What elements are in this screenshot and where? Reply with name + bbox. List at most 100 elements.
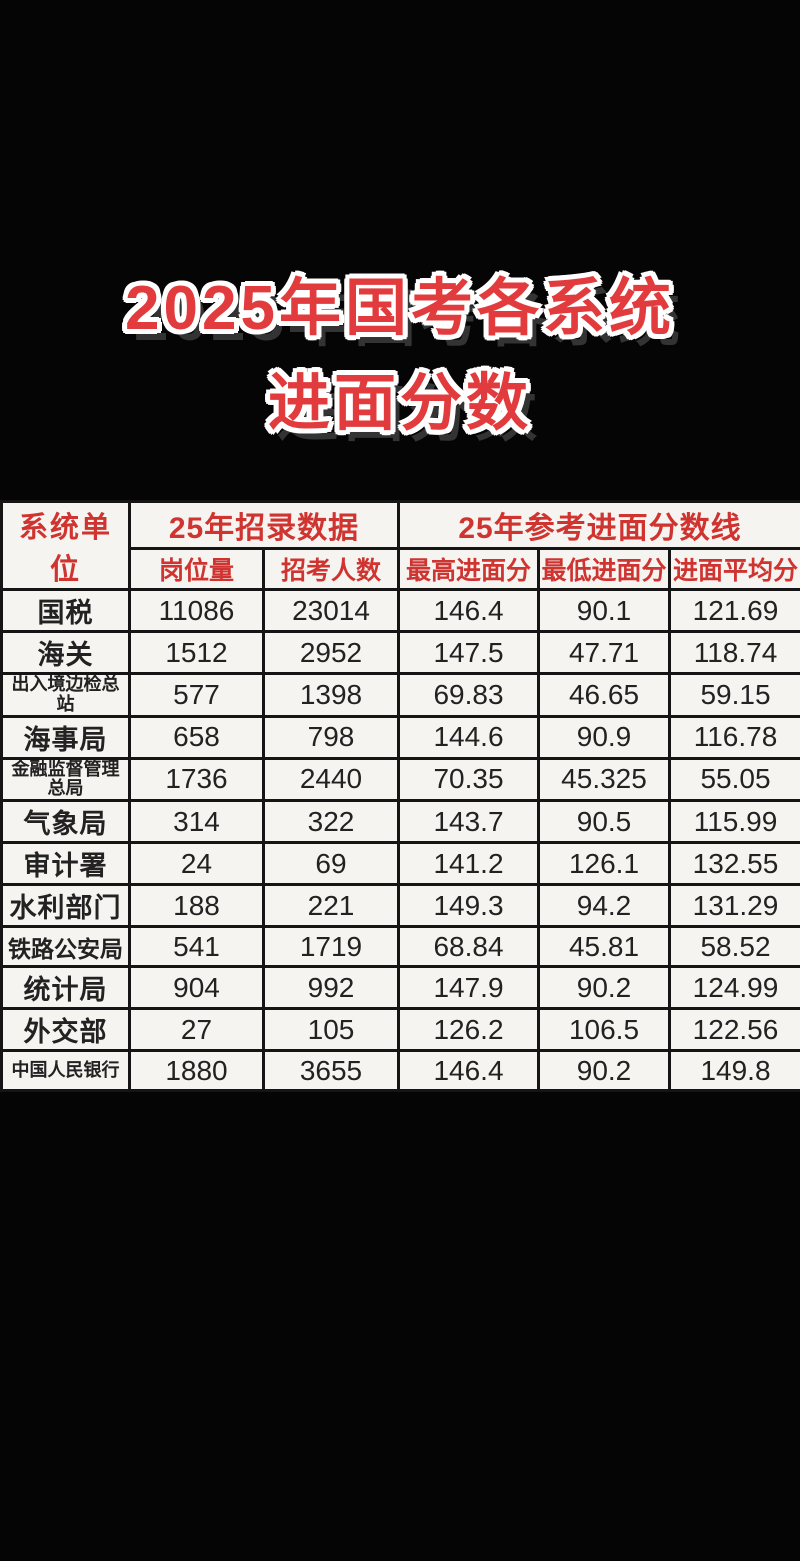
group-header-score-lines: 25年参考进面分数线 bbox=[397, 500, 800, 550]
value-cell: 149.8 bbox=[668, 1049, 800, 1093]
value-cell: 94.2 bbox=[537, 883, 671, 929]
table-row: 海关 1512 2952 147.5 47.71 118.74 bbox=[0, 630, 800, 675]
value-cell: 105 bbox=[262, 1007, 400, 1053]
sub-header-recruits: 招考人数 bbox=[262, 547, 400, 591]
value-cell: 90.5 bbox=[537, 799, 671, 845]
sub-header-min-score: 最低进面分 bbox=[537, 547, 671, 591]
unit-name-cell: 金融监督管理总局 bbox=[0, 756, 131, 803]
value-cell: 904 bbox=[128, 965, 265, 1011]
value-cell: 798 bbox=[262, 714, 400, 760]
value-cell: 1398 bbox=[262, 672, 400, 718]
value-cell: 221 bbox=[262, 883, 400, 929]
value-cell: 146.4 bbox=[397, 1049, 540, 1093]
value-cell: 1719 bbox=[262, 925, 400, 969]
table-row: 外交部 27 105 126.2 106.5 122.56 bbox=[0, 1007, 800, 1053]
value-cell: 149.3 bbox=[397, 883, 540, 929]
group-header-row: 系统单位 25年招录数据 25年参考进面分数线 bbox=[0, 500, 800, 591]
value-cell: 58.52 bbox=[668, 925, 800, 969]
poster-title: 2025年国考各系统 进面分数 bbox=[0, 278, 800, 435]
value-cell: 59.15 bbox=[668, 672, 800, 718]
value-cell: 1512 bbox=[128, 630, 265, 675]
sub-header-avg-score: 进面平均分 bbox=[668, 547, 800, 591]
value-cell: 147.5 bbox=[397, 630, 540, 675]
value-cell: 106.5 bbox=[537, 1007, 671, 1053]
value-cell: 70.35 bbox=[397, 756, 540, 803]
value-cell: 118.74 bbox=[668, 630, 800, 675]
value-cell: 90.9 bbox=[537, 714, 671, 760]
unit-name-cell: 外交部 bbox=[0, 1007, 131, 1053]
sub-header-max-score: 最高进面分 bbox=[397, 547, 540, 591]
value-cell: 47.71 bbox=[537, 630, 671, 675]
value-cell: 992 bbox=[262, 965, 400, 1011]
value-cell: 3655 bbox=[262, 1049, 400, 1093]
value-cell: 121.69 bbox=[668, 588, 800, 633]
table-row: 出入境边检总站 577 1398 69.83 46.65 59.15 bbox=[0, 672, 800, 718]
sub-header-row: 岗位量 招考人数 最高进面分 最低进面分 进面平均分 bbox=[2, 547, 800, 591]
table-row: 气象局 314 322 143.7 90.5 115.99 bbox=[0, 799, 800, 845]
value-cell: 541 bbox=[128, 925, 265, 969]
poster-title-line1: 2025年国考各系统 bbox=[125, 274, 675, 343]
value-cell: 122.56 bbox=[668, 1007, 800, 1053]
value-cell: 45.325 bbox=[537, 756, 671, 803]
value-cell: 143.7 bbox=[397, 799, 540, 845]
sub-header-positions: 岗位量 bbox=[128, 547, 265, 591]
value-cell: 188 bbox=[128, 883, 265, 929]
value-cell: 116.78 bbox=[668, 714, 800, 760]
value-cell: 46.65 bbox=[537, 672, 671, 718]
value-cell: 11086 bbox=[128, 588, 265, 633]
value-cell: 314 bbox=[128, 799, 265, 845]
value-cell: 146.4 bbox=[397, 588, 540, 633]
table-row: 水利部门 188 221 149.3 94.2 131.29 bbox=[0, 883, 800, 929]
value-cell: 126.1 bbox=[537, 841, 671, 887]
table-header: 系统单位 25年招录数据 25年参考进面分数线 岗位量 招考人数 最高进面分 最… bbox=[0, 500, 800, 591]
value-cell: 658 bbox=[128, 714, 265, 760]
unit-name-cell: 气象局 bbox=[0, 799, 131, 845]
value-cell: 131.29 bbox=[668, 883, 800, 929]
value-cell: 126.2 bbox=[397, 1007, 540, 1053]
table-row: 铁路公安局 541 1719 68.84 45.81 58.52 bbox=[0, 925, 800, 969]
value-cell: 24 bbox=[128, 841, 265, 887]
table-row: 海事局 658 798 144.6 90.9 116.78 bbox=[0, 714, 800, 760]
value-cell: 2952 bbox=[262, 630, 400, 675]
table-row: 审计署 24 69 141.2 126.1 132.55 bbox=[0, 841, 800, 887]
unit-name-cell: 审计署 bbox=[0, 841, 131, 887]
table-row: 统计局 904 992 147.9 90.2 124.99 bbox=[0, 965, 800, 1011]
corner-header-cell: 系统单位 bbox=[0, 500, 131, 591]
value-cell: 1736 bbox=[128, 756, 265, 803]
value-cell: 1880 bbox=[128, 1049, 265, 1093]
score-table: 系统单位 25年招录数据 25年参考进面分数线 岗位量 招考人数 最高进面分 最… bbox=[0, 500, 800, 1093]
unit-name-cell: 国税 bbox=[0, 588, 131, 633]
table-row: 中国人民银行 1880 3655 146.4 90.2 149.8 bbox=[0, 1049, 800, 1093]
value-cell: 147.9 bbox=[397, 965, 540, 1011]
value-cell: 45.81 bbox=[537, 925, 671, 969]
table-row: 国税 11086 23014 146.4 90.1 121.69 bbox=[0, 588, 800, 633]
unit-name-cell: 海关 bbox=[0, 630, 131, 675]
value-cell: 69 bbox=[262, 841, 400, 887]
value-cell: 322 bbox=[262, 799, 400, 845]
value-cell: 124.99 bbox=[668, 965, 800, 1011]
value-cell: 90.1 bbox=[537, 588, 671, 633]
unit-name-cell: 水利部门 bbox=[0, 883, 131, 929]
value-cell: 90.2 bbox=[537, 1049, 671, 1093]
unit-name-cell: 铁路公安局 bbox=[0, 925, 131, 969]
value-cell: 132.55 bbox=[668, 841, 800, 887]
value-cell: 141.2 bbox=[397, 841, 540, 887]
table-row: 金融监督管理总局 1736 2440 70.35 45.325 55.05 bbox=[0, 756, 800, 803]
value-cell: 55.05 bbox=[668, 756, 800, 803]
unit-name-cell: 海事局 bbox=[0, 714, 131, 760]
value-cell: 144.6 bbox=[397, 714, 540, 760]
unit-name-cell: 出入境边检总站 bbox=[0, 672, 131, 718]
value-cell: 115.99 bbox=[668, 799, 800, 845]
unit-name-cell: 中国人民银行 bbox=[0, 1049, 131, 1093]
value-cell: 577 bbox=[128, 672, 265, 718]
table-body: 国税 11086 23014 146.4 90.1 121.69 海关 1512 2952 147… bbox=[0, 588, 800, 1093]
value-cell: 68.84 bbox=[397, 925, 540, 969]
value-cell: 2440 bbox=[262, 756, 400, 803]
value-cell: 23014 bbox=[262, 588, 400, 633]
poster-title-line2: 进面分数 bbox=[267, 369, 532, 438]
value-cell: 90.2 bbox=[537, 965, 671, 1011]
value-cell: 27 bbox=[128, 1007, 265, 1053]
group-header-recruit-data: 25年招录数据 bbox=[128, 500, 400, 550]
value-cell: 69.83 bbox=[397, 672, 540, 718]
unit-name-cell: 统计局 bbox=[0, 965, 131, 1011]
